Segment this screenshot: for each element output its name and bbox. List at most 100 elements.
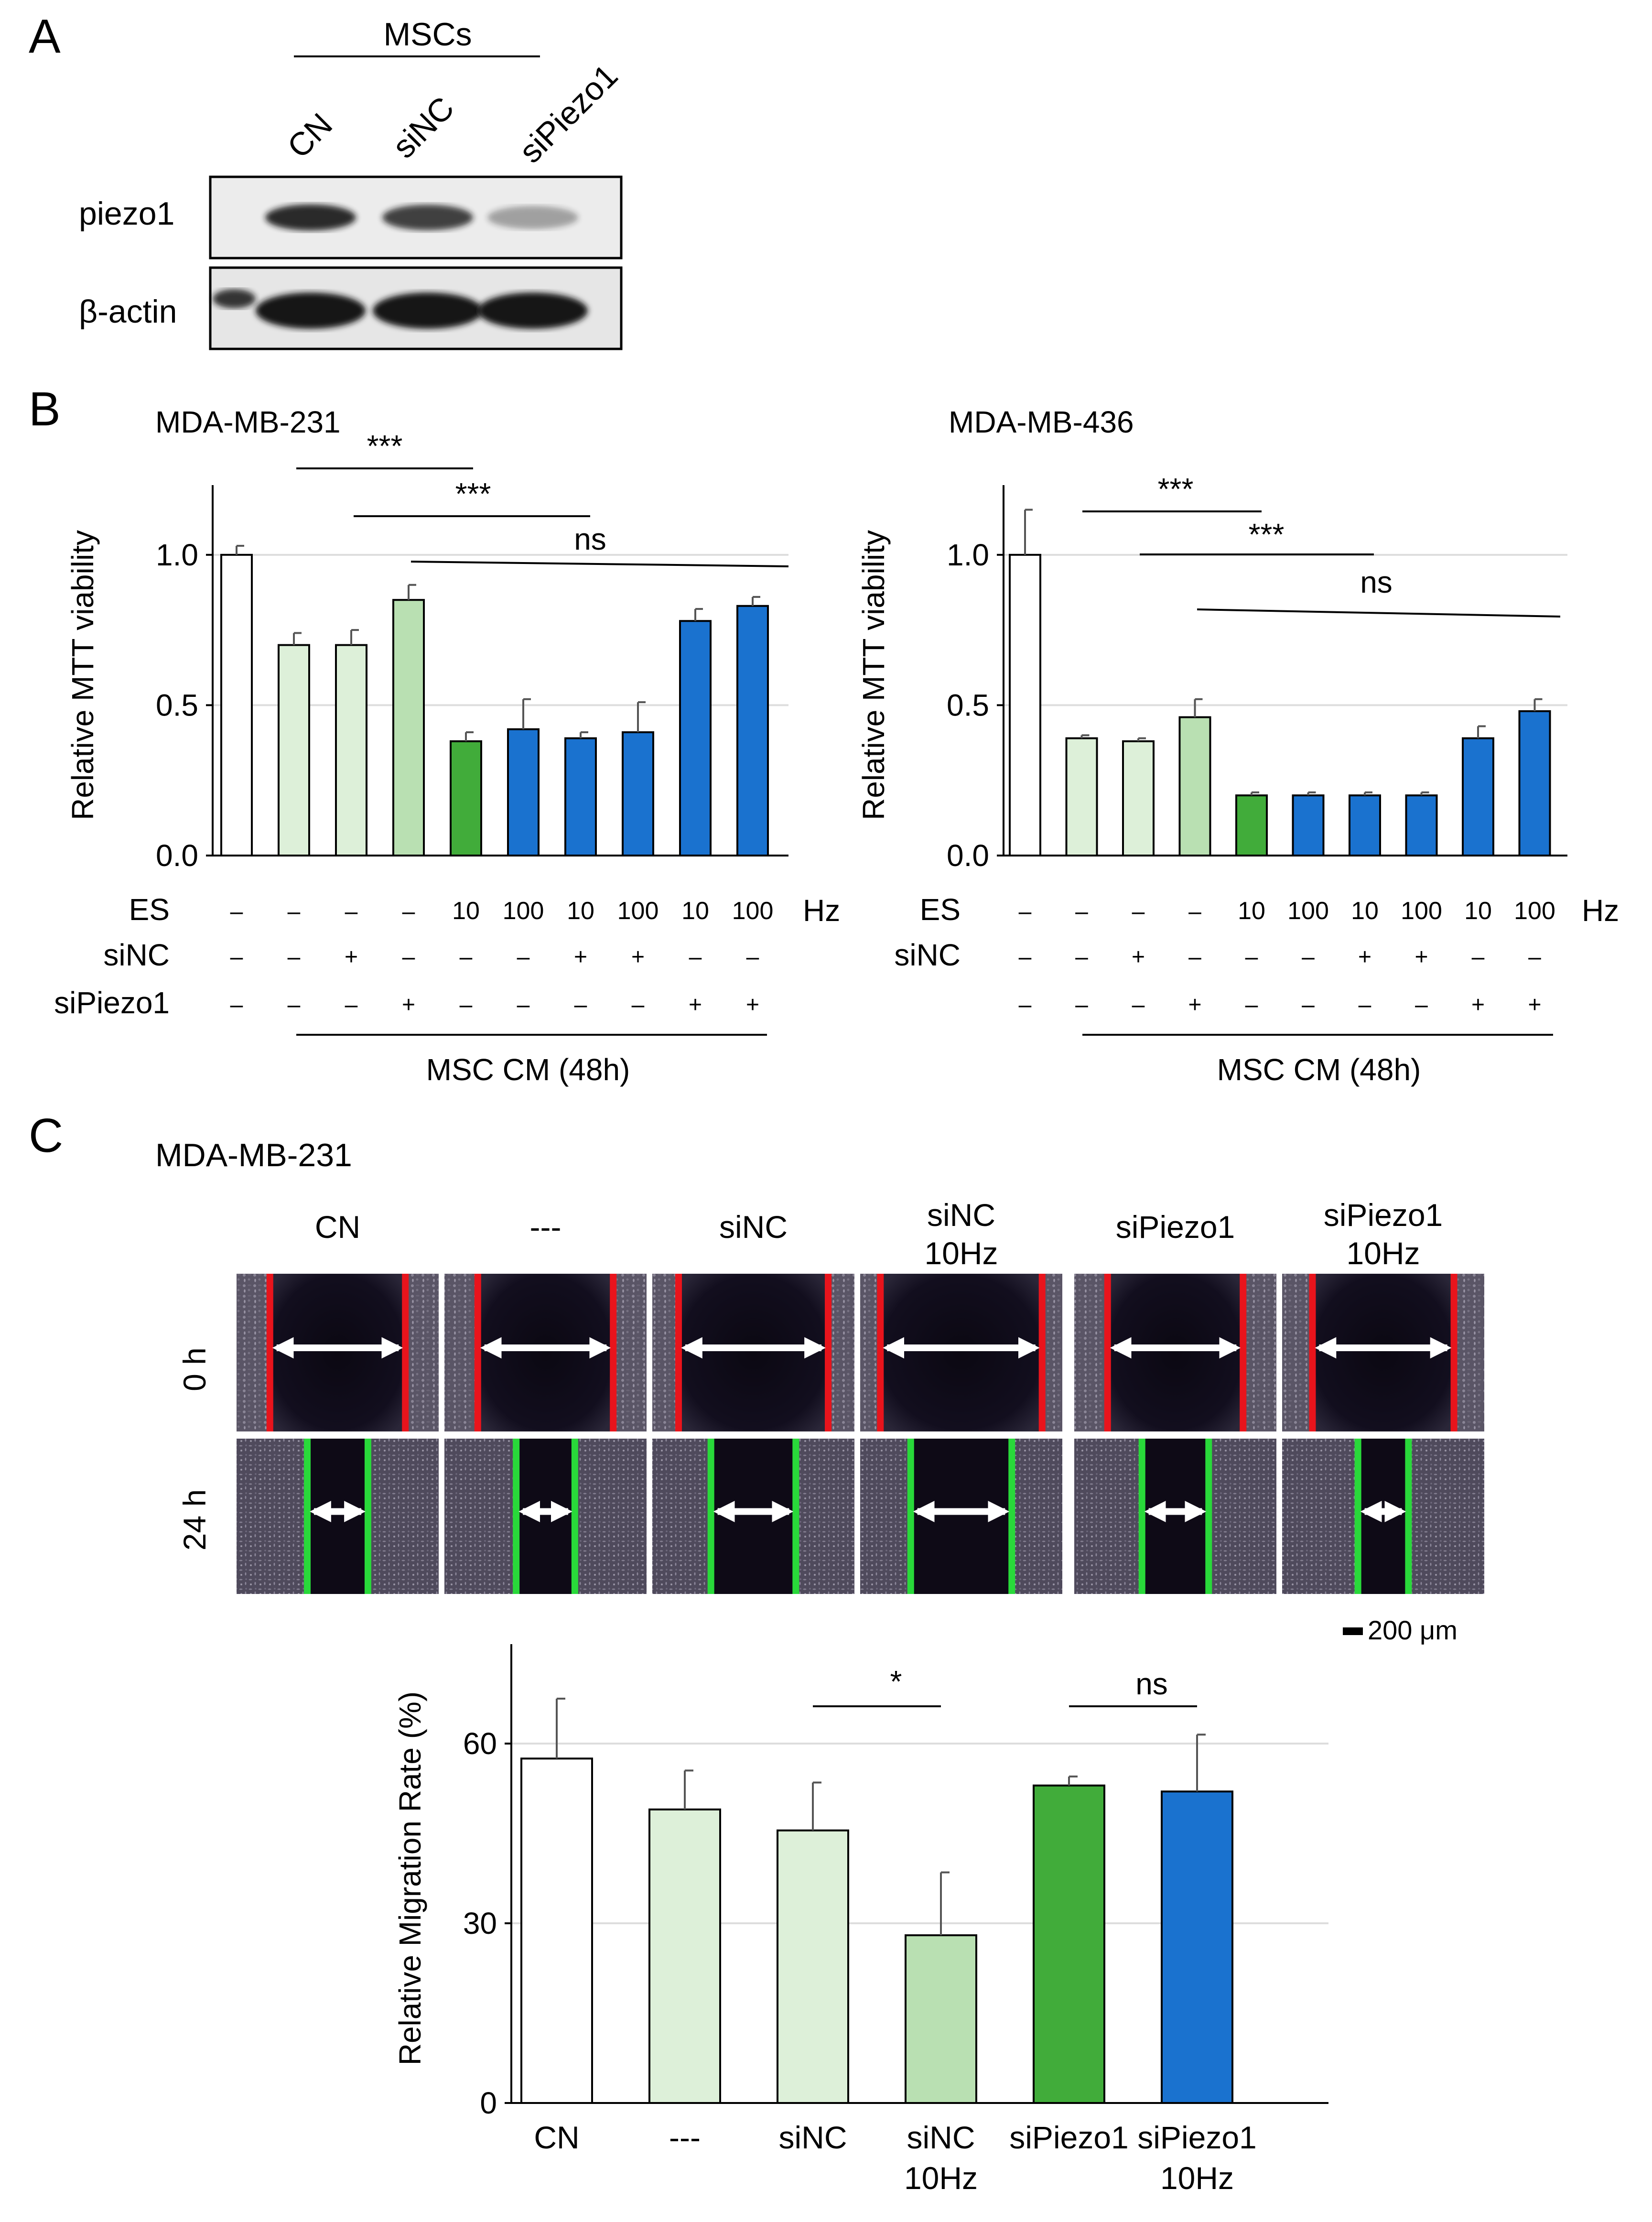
bar bbox=[1161, 1790, 1233, 2104]
scale-bar bbox=[1343, 1627, 1363, 1635]
column-header: siPiezo1 bbox=[1324, 1197, 1443, 1233]
category-label: siNC bbox=[907, 2120, 975, 2155]
category-label: siNC bbox=[779, 2120, 847, 2155]
condition-cell: – bbox=[1472, 944, 1485, 970]
bar bbox=[905, 1934, 977, 2104]
condition-cell: + bbox=[345, 944, 358, 970]
y-tick-label: 1.0 bbox=[156, 538, 198, 572]
column-header: CN bbox=[315, 1209, 360, 1245]
condition-cell: – bbox=[288, 992, 301, 1018]
category-label: 10Hz bbox=[904, 2160, 978, 2196]
bar bbox=[679, 620, 712, 856]
category-label: CN bbox=[534, 2120, 579, 2155]
condition-table-mda-mb-231: ES siNC siPiezo1 – – – – 10 100 10 100 10 100 – – + – – – +… bbox=[54, 892, 840, 1087]
msc-cm-label: MSC CM (48h) bbox=[426, 1052, 630, 1087]
condition-cell: – bbox=[1188, 944, 1201, 970]
column-header: siNC bbox=[719, 1209, 788, 1245]
category-label: --- bbox=[669, 2120, 701, 2155]
bar bbox=[777, 1829, 849, 2104]
chart-title: MDA-MB-231 bbox=[155, 405, 341, 439]
condition-cell: + bbox=[631, 944, 645, 970]
condition-cell: – bbox=[460, 944, 473, 970]
bar bbox=[392, 599, 425, 857]
bar bbox=[1405, 794, 1438, 856]
row-label-0h: 0 h bbox=[177, 1347, 212, 1391]
condition-cell: – bbox=[402, 899, 415, 924]
significance-line bbox=[410, 561, 789, 567]
blot-row-label-actin: β-actin bbox=[79, 293, 177, 330]
condition-cell: – bbox=[1359, 992, 1371, 1018]
lane-label-sinc: siNC bbox=[386, 90, 461, 165]
bar bbox=[736, 605, 769, 856]
bar bbox=[507, 728, 540, 856]
category-label: siPiezo1 bbox=[1137, 2120, 1256, 2155]
y-axis-label: Relative Migration Rate (%) bbox=[393, 1691, 427, 2066]
condition-cell: 10 bbox=[681, 897, 709, 925]
condition-cell: – bbox=[1075, 944, 1088, 970]
condition-cell: + bbox=[1358, 944, 1371, 970]
condition-cell: – bbox=[345, 899, 358, 924]
condition-cell: 10 bbox=[452, 897, 480, 925]
condition-cell: – bbox=[402, 944, 415, 970]
wound-gap bbox=[1312, 1274, 1454, 1431]
y-tick-label: 60 bbox=[463, 1726, 497, 1761]
condition-cell: – bbox=[1019, 899, 1032, 924]
wound-gap bbox=[1358, 1439, 1409, 1594]
wound-gap bbox=[516, 1439, 575, 1594]
condition-cell: + bbox=[1414, 944, 1428, 970]
bar bbox=[1518, 710, 1551, 856]
category-label: 10Hz bbox=[1160, 2160, 1234, 2196]
condition-cell: 100 bbox=[503, 897, 544, 925]
panel-a-western-blot: MSCs CN siNC siPiezo1 piezo1 β-actin bbox=[79, 16, 625, 350]
piezo1-band bbox=[487, 206, 578, 229]
condition-cell: – bbox=[288, 899, 301, 924]
bar bbox=[648, 1808, 721, 2104]
wound-gap bbox=[1142, 1439, 1209, 1594]
condition-cell: + bbox=[746, 992, 759, 1018]
row-label-es: ES bbox=[920, 892, 961, 927]
significance-line bbox=[1197, 608, 1561, 618]
wound-gap bbox=[880, 1274, 1042, 1431]
condition-cell: 10 bbox=[1238, 897, 1265, 925]
condition-cell: – bbox=[230, 944, 243, 970]
condition-cell: – bbox=[517, 944, 530, 970]
condition-cell: – bbox=[689, 944, 702, 970]
significance-label: ns bbox=[574, 522, 606, 556]
condition-cell: 100 bbox=[1287, 897, 1329, 925]
condition-cell: – bbox=[1415, 992, 1428, 1018]
bar bbox=[1009, 553, 1041, 857]
condition-cell: + bbox=[1471, 992, 1485, 1018]
panel-a-letter: A bbox=[29, 10, 61, 63]
chart-title: MDA-MB-436 bbox=[949, 405, 1134, 439]
piezo1-band bbox=[265, 204, 356, 231]
condition-cell: – bbox=[1019, 944, 1032, 970]
y-tick-label: 0.5 bbox=[947, 688, 989, 722]
condition-cell: + bbox=[1188, 992, 1201, 1018]
condition-cell: – bbox=[1245, 992, 1258, 1018]
wound-gap bbox=[270, 1274, 406, 1431]
actin-band bbox=[373, 293, 483, 329]
condition-cell: – bbox=[230, 992, 243, 1018]
condition-cell: – bbox=[345, 992, 358, 1018]
chart-mtt-mda-mb-436: 0.0 0.5 1.0 Relative MTT viability MDA-MB-43… bbox=[856, 405, 1567, 873]
bar bbox=[1033, 1784, 1105, 2104]
chart-mtt-mda-mb-231: 0.0 0.5 1.0 Relative MTT viability MDA-MB-23… bbox=[65, 405, 789, 873]
actin-bands bbox=[209, 266, 623, 350]
wound-gap bbox=[678, 1274, 829, 1431]
y-tick-label: 30 bbox=[463, 1906, 497, 1940]
actin-band bbox=[256, 293, 366, 329]
condition-cell: + bbox=[574, 944, 587, 970]
condition-cell: – bbox=[1132, 899, 1145, 924]
msc-cm-label: MSC CM (48h) bbox=[1217, 1052, 1421, 1087]
y-tick-label: 1.0 bbox=[947, 538, 989, 572]
significance-label: *** bbox=[455, 477, 491, 511]
condition-cell: – bbox=[1132, 992, 1145, 1018]
panel-c-cell-line: MDA-MB-231 bbox=[155, 1137, 352, 1173]
condition-cell: 10 bbox=[1351, 897, 1379, 925]
condition-cell: – bbox=[632, 992, 645, 1018]
condition-cell: + bbox=[1132, 944, 1145, 970]
wound-gap bbox=[307, 1439, 368, 1594]
condition-cell: 100 bbox=[1514, 897, 1555, 925]
scale-bar-label: 200 μm bbox=[1368, 1615, 1458, 1645]
